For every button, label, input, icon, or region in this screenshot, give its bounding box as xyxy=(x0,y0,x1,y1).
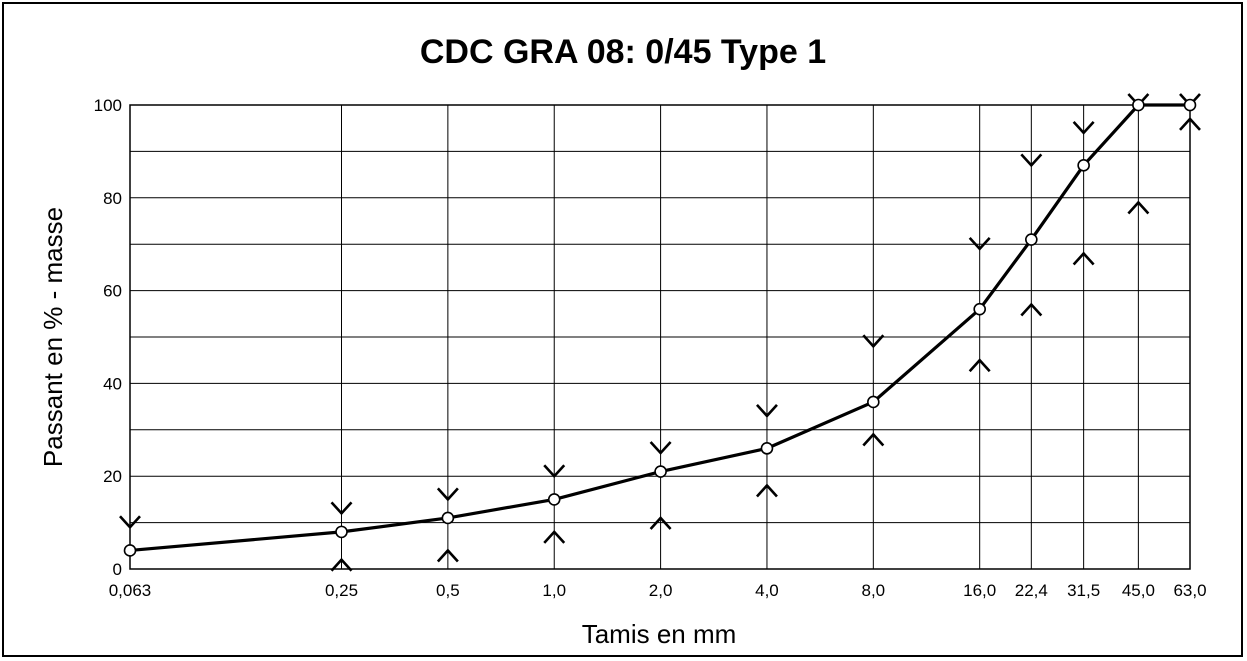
lower-limit-marker xyxy=(1127,200,1150,215)
data-point xyxy=(547,493,561,506)
x-tick-label: 0,25 xyxy=(325,581,358,600)
y-tick-label: 100 xyxy=(94,96,122,115)
upper-limit-marker xyxy=(1072,120,1095,135)
x-axis-label: Tamis en mm xyxy=(582,619,737,649)
data-point xyxy=(1025,233,1038,246)
data-point xyxy=(1077,159,1090,172)
lower-limit-marker xyxy=(862,432,885,447)
y-axis-label: Passant en % - masse xyxy=(38,207,68,467)
x-tick-label: 0,063 xyxy=(109,581,152,600)
lower-limit-marker xyxy=(649,516,672,530)
data-point xyxy=(335,525,348,539)
upper-limit-marker xyxy=(1020,153,1043,168)
lower-limit-marker xyxy=(1020,302,1043,317)
y-tick-label: 60 xyxy=(103,282,122,301)
data-point xyxy=(441,511,455,525)
lower-limit-marker xyxy=(968,358,991,373)
y-tick-label: 80 xyxy=(103,189,122,208)
lower-limit-marker xyxy=(543,529,566,544)
upper-limit-marker xyxy=(436,487,459,502)
x-tick-label: 2,0 xyxy=(649,581,673,600)
limit-markers xyxy=(119,93,1201,572)
upper-limit-marker xyxy=(755,404,778,418)
x-tick-label: 63,0 xyxy=(1173,581,1206,600)
lower-limit-marker xyxy=(1072,251,1095,266)
x-tick-label: 1,0 xyxy=(542,581,566,600)
data-point xyxy=(867,395,880,409)
grid xyxy=(129,104,1191,570)
chart-title: CDC GRA 08: 0/45 Type 1 xyxy=(420,33,826,71)
x-tick-label: 22,4 xyxy=(1015,581,1048,600)
data-point xyxy=(123,544,137,557)
series-line xyxy=(129,103,1190,553)
series-group xyxy=(123,98,1197,557)
upper-limit-marker xyxy=(862,334,885,349)
upper-limit-marker xyxy=(968,236,991,251)
x-tick-label: 0,5 xyxy=(436,581,460,600)
lower-limit-marker xyxy=(330,557,353,572)
y-tick-label: 20 xyxy=(103,467,122,486)
data-point xyxy=(973,302,986,316)
plot-border xyxy=(129,104,1191,570)
x-tick-label: 4,0 xyxy=(755,581,779,600)
y-tick-labels: 0 20 40 60 80 100 xyxy=(94,96,122,579)
upper-limit-marker xyxy=(119,515,141,530)
y-tick-label: 0 xyxy=(113,560,122,579)
x-tick-label: 31,5 xyxy=(1067,581,1100,600)
lower-limit-marker xyxy=(755,483,778,498)
upper-limit-marker xyxy=(330,501,353,516)
upper-limit-marker xyxy=(543,464,566,479)
data-point xyxy=(760,442,774,455)
data-point xyxy=(1132,98,1145,112)
y-tick-label: 40 xyxy=(103,374,122,393)
x-tick-labels: 0,063 0,25 0,5 1,0 2,0 4,0 8,0 16,0 22,4 31,5 45,0… xyxy=(109,581,1207,600)
x-tick-label: 16,0 xyxy=(963,581,996,600)
x-tick-label: 45,0 xyxy=(1122,581,1155,600)
lower-limit-marker xyxy=(436,548,459,563)
lower-limit-marker xyxy=(1179,116,1201,131)
data-point xyxy=(654,465,667,478)
upper-limit-marker xyxy=(649,441,672,455)
x-tick-label: 8,0 xyxy=(862,581,886,600)
data-point xyxy=(1183,98,1197,112)
